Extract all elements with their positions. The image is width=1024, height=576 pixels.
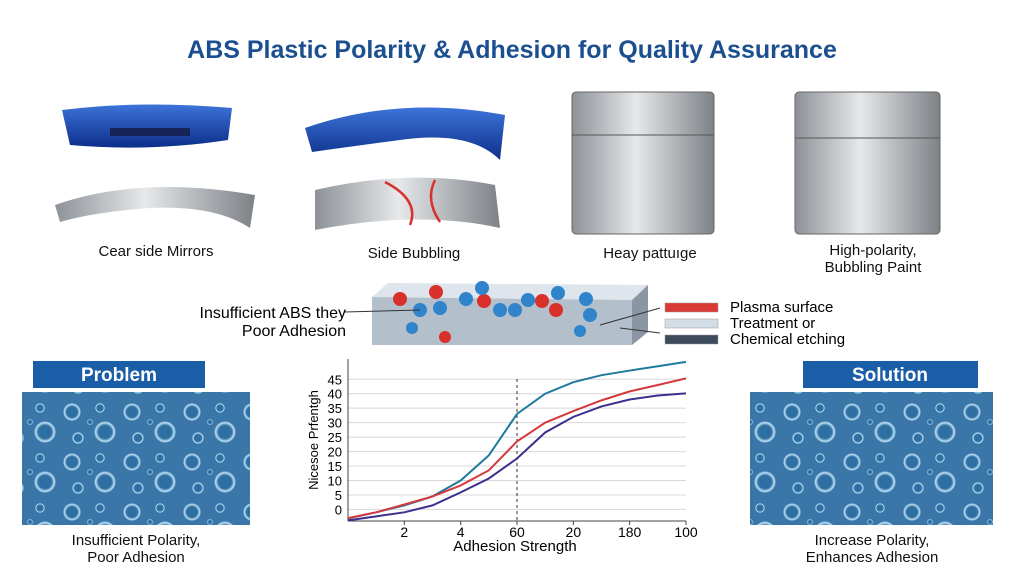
series-line: [347, 377, 687, 520]
y-tick-label: 0: [335, 502, 342, 517]
legend-label: Treatment or: [730, 315, 815, 332]
product-caption: Cear side Mirrors: [98, 243, 213, 260]
x-tick-label: 180: [618, 524, 642, 540]
pointer: [619, 327, 661, 334]
title: ABS Plastic Polarity & Adhesion for Qual…: [187, 36, 837, 64]
legend-swatch: [664, 334, 719, 345]
y-tick-label: 45: [328, 372, 342, 387]
diagram-label: Insufficient ABS they: [200, 305, 346, 322]
bumper-grille: [110, 128, 190, 136]
bubble-line: [384, 179, 442, 226]
problem-badge-text: Problem: [81, 365, 157, 386]
problem-caption: Poor Adhesion: [87, 549, 185, 566]
solution-badge-text: Solution: [852, 365, 928, 386]
fridge-image: [571, 91, 715, 235]
legend-label: Chemical etching: [730, 331, 845, 348]
bumper-image: [62, 104, 232, 148]
problem-badge: [33, 361, 205, 388]
y-tick-label: 10: [328, 474, 342, 489]
legend-swatch: [664, 302, 719, 313]
pointer: [599, 307, 661, 326]
solution-caption: Enhances Adhesion: [806, 549, 939, 566]
y-tick-label: 15: [328, 459, 342, 474]
x-axis-label: Adhesion Strength: [453, 538, 576, 555]
y-tick-label: 40: [328, 387, 342, 402]
y-tick-label: 30: [328, 416, 342, 431]
product-caption: High-polarity,: [829, 242, 916, 259]
x-tick-label: 60: [509, 524, 525, 540]
slab-top: [372, 283, 648, 300]
y-tick-label: 20: [328, 445, 342, 460]
molecules: [393, 281, 597, 343]
arc-part-image: [305, 107, 505, 160]
product-caption: Heay pattuıge: [603, 245, 696, 262]
y-tick-label: 35: [328, 401, 342, 416]
y-axis-label: Nicesoe Prfentgh: [306, 390, 321, 490]
product-caption: Bubbling Paint: [825, 259, 923, 276]
pointer: [344, 309, 421, 313]
x-tick-label: 20: [566, 524, 582, 540]
x-tick-label: 2: [400, 524, 408, 540]
y-tick-label: 5: [335, 488, 342, 503]
solution-badge: [803, 361, 978, 388]
problem-image: [22, 392, 250, 525]
diagram-label: Poor Adhesion: [242, 323, 346, 340]
legend-swatch: [664, 318, 719, 329]
series-line: [347, 392, 687, 522]
legend-label: Plasma surface: [730, 299, 833, 316]
y-tick-label: 25: [328, 430, 342, 445]
mirror-image: [55, 187, 255, 228]
solution-caption: Increase Polarity,: [815, 532, 930, 549]
product-caption: Side Bubbling: [368, 245, 461, 262]
x-tick-label: 100: [674, 524, 698, 540]
problem-caption: Insufficient Polarity,: [72, 532, 201, 549]
solution-image: [750, 392, 993, 525]
fridge-image: [794, 91, 941, 235]
panel-image: [315, 177, 500, 230]
x-tick-label: 4: [457, 524, 465, 540]
